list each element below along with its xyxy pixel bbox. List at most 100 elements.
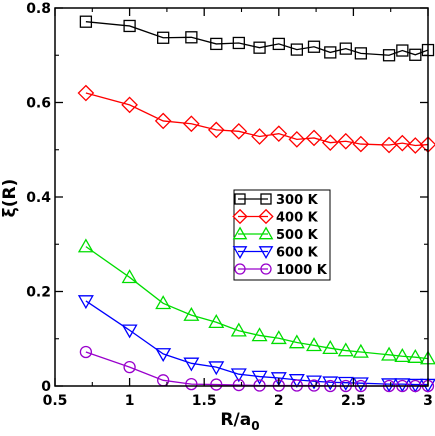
data-point bbox=[270, 125, 288, 143]
x-tick-label: 2 bbox=[274, 393, 284, 409]
data-point bbox=[77, 238, 94, 253]
data-point bbox=[210, 378, 223, 391]
series-300-k bbox=[79, 15, 435, 62]
data-point bbox=[77, 84, 95, 102]
data-point bbox=[232, 378, 245, 392]
data-point bbox=[154, 112, 172, 130]
data-point bbox=[322, 340, 339, 355]
legend-label: 300 K bbox=[276, 193, 319, 208]
data-point bbox=[270, 330, 287, 345]
legend: 300 K 400 K 500 K 600 K 1000 K bbox=[232, 189, 331, 281]
data-point bbox=[288, 131, 306, 148]
series-1000-k bbox=[79, 345, 435, 393]
data-point bbox=[288, 334, 305, 349]
legend-marker-left bbox=[232, 226, 248, 240]
series-500-k bbox=[77, 238, 435, 365]
legend-marker-right bbox=[260, 263, 272, 275]
x-tick-label: 1 bbox=[125, 393, 135, 409]
data-point bbox=[121, 96, 138, 114]
data-point bbox=[396, 44, 409, 57]
y-tick-label: 0.2 bbox=[26, 285, 51, 301]
data-point bbox=[79, 345, 93, 359]
data-point bbox=[183, 115, 200, 133]
legend-label: 600 K bbox=[276, 246, 319, 261]
legend-entry: 400 K bbox=[232, 208, 319, 226]
legend-marker-left bbox=[234, 193, 246, 205]
y-tick-label: 0.8 bbox=[26, 1, 51, 17]
legend-label: 1000 K bbox=[276, 263, 328, 278]
data-point bbox=[79, 15, 93, 28]
data-point bbox=[324, 46, 337, 59]
data-point bbox=[380, 136, 398, 154]
legend-marker-right bbox=[258, 208, 274, 225]
data-point bbox=[230, 122, 248, 140]
legend-label: 500 K bbox=[276, 228, 319, 243]
series-600-k bbox=[77, 295, 435, 393]
y-axis-label: ξ(R) bbox=[0, 179, 20, 218]
data-point bbox=[307, 40, 321, 53]
data-point bbox=[393, 134, 411, 152]
legend-entry: 300 K bbox=[234, 193, 319, 208]
y-tick-label: 0 bbox=[41, 379, 51, 395]
series-line bbox=[85, 92, 429, 147]
data-point bbox=[251, 327, 268, 342]
y-tick-label: 0.6 bbox=[26, 96, 51, 112]
data-point bbox=[155, 348, 172, 363]
legend-label: 400 K bbox=[276, 211, 319, 226]
data-point bbox=[121, 269, 138, 284]
legend-marker-right bbox=[260, 193, 272, 205]
y-tick-label: 0.4 bbox=[26, 190, 51, 206]
data-point bbox=[407, 348, 424, 363]
data-point bbox=[208, 361, 225, 376]
data-point bbox=[77, 295, 94, 310]
data-point bbox=[123, 360, 136, 374]
data-point bbox=[230, 368, 247, 383]
legend-box bbox=[233, 189, 331, 281]
data-point bbox=[354, 47, 368, 60]
data-point bbox=[290, 43, 304, 56]
x-axis-label-subscript: 0 bbox=[251, 419, 259, 433]
x-axis-label: R/a0 bbox=[220, 410, 259, 433]
series-400-k bbox=[77, 84, 435, 154]
data-point bbox=[306, 337, 323, 352]
x-tick-label: 1.5 bbox=[192, 393, 217, 409]
data-point bbox=[352, 135, 370, 153]
data-point bbox=[270, 372, 287, 387]
legend-entry: 500 K bbox=[232, 226, 319, 243]
data-point bbox=[251, 370, 268, 385]
legend-entries: 300 K 400 K 500 K 600 K 1000 K bbox=[232, 193, 328, 278]
data-point bbox=[306, 375, 323, 390]
data-point bbox=[321, 134, 339, 152]
x-tick-label: 3 bbox=[423, 393, 433, 409]
plot-marks bbox=[77, 15, 435, 393]
data-point bbox=[409, 48, 422, 61]
x-tick-label: 0.5 bbox=[43, 393, 68, 409]
data-point bbox=[352, 377, 369, 392]
legend-marker-left bbox=[232, 208, 248, 225]
tick-labels: 0.5 1 1.5 2 2.5 3 0 0.2 0.4 0.6 0.8 bbox=[26, 1, 433, 409]
data-point bbox=[394, 348, 411, 363]
data-point bbox=[208, 314, 225, 329]
data-point bbox=[381, 378, 398, 393]
data-point bbox=[305, 129, 323, 147]
legend-marker-left bbox=[232, 246, 248, 260]
data-point bbox=[185, 31, 198, 44]
x-axis-label-main: R/a bbox=[220, 410, 251, 430]
data-point bbox=[207, 121, 225, 139]
data-point bbox=[337, 376, 354, 391]
data-point bbox=[230, 322, 247, 337]
data-point bbox=[123, 19, 136, 33]
series-line bbox=[85, 21, 429, 56]
data-point bbox=[382, 49, 396, 62]
data-point bbox=[251, 128, 268, 145]
data-point bbox=[322, 376, 339, 391]
legend-entry: 1000 K bbox=[234, 263, 328, 278]
data-point bbox=[339, 42, 352, 55]
data-point bbox=[183, 306, 200, 321]
data-point bbox=[406, 137, 424, 154]
data-point bbox=[272, 37, 285, 51]
legend-marker-left bbox=[234, 263, 246, 275]
data-point bbox=[394, 378, 411, 393]
legend-entry: 600 K bbox=[232, 246, 319, 261]
